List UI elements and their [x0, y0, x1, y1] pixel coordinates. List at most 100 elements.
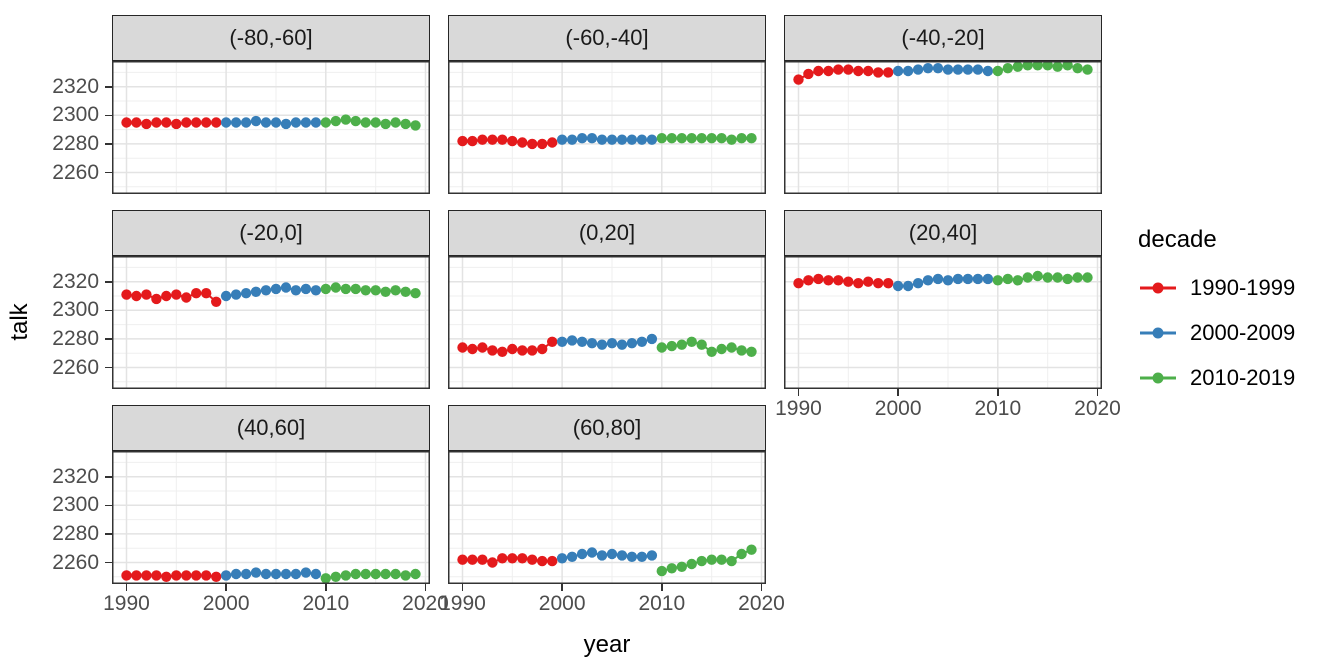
y-tick-label: 2320 [52, 74, 99, 98]
y-axis-tick [105, 280, 112, 283]
x-tick-label: 2000 [538, 592, 586, 615]
x-tick-label: 2020 [402, 592, 449, 615]
facet-strip: (-40,-20] [784, 15, 1102, 61]
legend-entry: 2000-2009 [1138, 320, 1296, 345]
facet-strip: (40,60] [112, 405, 430, 451]
x-tick-label: 2020 [1074, 397, 1121, 420]
legend-title: decade [1138, 226, 1217, 253]
x-axis-tick [797, 389, 800, 396]
x-tick-label: 2020 [738, 592, 785, 615]
facet-strip: (20,40] [784, 210, 1102, 256]
facet-panel [784, 256, 1102, 389]
x-tick-label: 2000 [874, 397, 922, 420]
facet-strip: (60,80] [448, 405, 766, 451]
facet-strip-label: (-60,-40] [565, 25, 649, 50]
y-axis-tick [105, 504, 112, 507]
facet-strip-label: (-40,-20] [901, 25, 985, 50]
facet-strip-label: (60,80] [572, 415, 642, 440]
y-tick-label: 2260 [52, 550, 99, 574]
facet-cell: (0,20] [448, 210, 766, 389]
x-axis-tick [325, 584, 327, 591]
x-axis-tick [424, 584, 427, 591]
legend-entry-label: 2000-2009 [1190, 320, 1296, 345]
y-tick-label: 2300 [52, 103, 99, 127]
x-tick-label: 2010 [302, 592, 350, 615]
y-axis-tick [105, 533, 112, 535]
facet-panel [784, 61, 1102, 194]
facet-cell: (60,80] [448, 405, 766, 584]
y-axis-tick [105, 85, 112, 88]
facet-panel [448, 256, 766, 389]
facet-plot-canvas [112, 451, 430, 584]
y-tick-label: 2260 [52, 355, 99, 379]
legend-key-line-point-icon [1140, 327, 1176, 339]
legend-entry: 2010-2019 [1138, 365, 1296, 390]
y-axis-tick [105, 561, 112, 564]
facet-plot-canvas [448, 451, 766, 584]
facet-cell: (-60,-40] [448, 15, 766, 194]
facet-plot-canvas [448, 61, 766, 194]
facet-plot-canvas [784, 256, 1102, 389]
facet-cell: (20,40] [784, 210, 1102, 389]
facet-plot-canvas [448, 256, 766, 389]
facet-strip-label: (0,20] [578, 220, 636, 245]
y-axis-tick [105, 143, 112, 145]
x-tick-label: 1990 [775, 397, 822, 420]
x-tick-label: 1990 [439, 592, 486, 615]
facet-panel [112, 256, 430, 389]
facet-plot-canvas [112, 256, 430, 389]
facet-strip: (0,20] [448, 210, 766, 256]
facet-strip-label: (-80,-60] [229, 25, 313, 50]
x-axis-tick [1096, 389, 1099, 396]
x-tick-label: 2000 [202, 592, 250, 615]
facet-panel [112, 61, 430, 194]
y-tick-label: 2320 [52, 464, 99, 488]
x-axis-tick [461, 584, 464, 591]
facet-strip-label: (-20,0] [239, 220, 303, 245]
facet-plot-canvas [112, 61, 430, 194]
facet-cell: (-40,-20] [784, 15, 1102, 194]
x-tick-label: 2010 [974, 397, 1022, 420]
y-axis-tick [105, 366, 112, 369]
x-axis-tick [997, 389, 999, 396]
legend: decade 1990-1999 2000-2009 2010-2019 [1138, 226, 1295, 411]
y-axis-tick [105, 171, 112, 174]
facet-cell: (40,60] [112, 405, 430, 584]
facet-strip: (-60,-40] [448, 15, 766, 61]
x-axis-title: year [583, 631, 631, 658]
y-axis-tick [105, 338, 112, 340]
facet-plot-canvas [784, 61, 1102, 194]
facet-strip-label: (40,60] [236, 415, 306, 440]
legend-key-line-point-icon [1140, 282, 1176, 294]
x-tick-label: 1990 [103, 592, 150, 615]
facet-panel [448, 61, 766, 194]
y-axis-tick [105, 309, 112, 312]
x-axis-tick [125, 584, 128, 591]
y-tick-label: 2300 [52, 493, 99, 517]
facet-strip: (-80,-60] [112, 15, 430, 61]
y-tick-label: 2320 [52, 269, 99, 293]
facet-panel [112, 451, 430, 584]
y-axis-tick [105, 114, 112, 117]
y-axis-tick [105, 475, 112, 478]
x-axis-tick [225, 584, 227, 591]
legend-key-line-point-icon [1140, 372, 1176, 384]
y-tick-label: 2300 [52, 298, 99, 322]
x-tick-label: 2010 [638, 592, 686, 615]
x-axis-tick [661, 584, 663, 591]
facet-cell: (-20,0] [112, 210, 430, 389]
y-tick-label: 2260 [52, 160, 99, 184]
x-axis-tick [760, 584, 763, 591]
x-axis-tick [897, 389, 899, 396]
legend-entry-label: 2010-2019 [1190, 365, 1296, 390]
facet-panel [448, 451, 766, 584]
legend-entry: 1990-1999 [1138, 275, 1296, 300]
y-axis-title: talk [6, 303, 33, 341]
facet-strip-label: (20,40] [908, 220, 978, 245]
y-tick-label: 2280 [52, 521, 99, 545]
facet-strip: (-20,0] [112, 210, 430, 256]
x-axis-tick [561, 584, 563, 591]
y-tick-label: 2280 [52, 326, 99, 350]
y-tick-label: 2280 [52, 131, 99, 155]
legend-entry-label: 1990-1999 [1190, 275, 1296, 300]
